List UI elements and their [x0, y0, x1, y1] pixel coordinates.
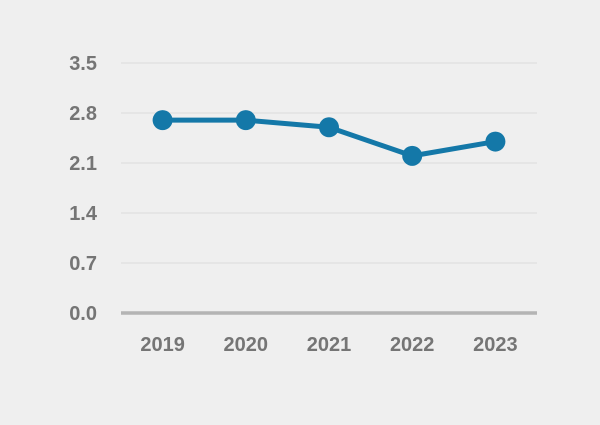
y-tick-label: 2.1	[69, 153, 97, 175]
x-tick-label: 2022	[390, 334, 435, 356]
x-tick-label: 2023	[473, 334, 518, 356]
x-tick-label: 2021	[307, 334, 352, 356]
x-tick-label: 2020	[224, 334, 269, 356]
y-tick-label: 3.5	[69, 53, 97, 75]
y-tick-label: 0.0	[69, 303, 97, 325]
data-point	[152, 110, 173, 131]
y-tick-label: 0.7	[69, 253, 97, 275]
data-point	[235, 110, 256, 131]
y-tick-label: 1.4	[69, 203, 98, 225]
x-tick-label: 2019	[140, 334, 185, 356]
y-tick-label: 2.8	[69, 103, 97, 125]
data-point	[319, 117, 339, 138]
data-point	[485, 131, 506, 152]
data-point	[402, 145, 423, 166]
